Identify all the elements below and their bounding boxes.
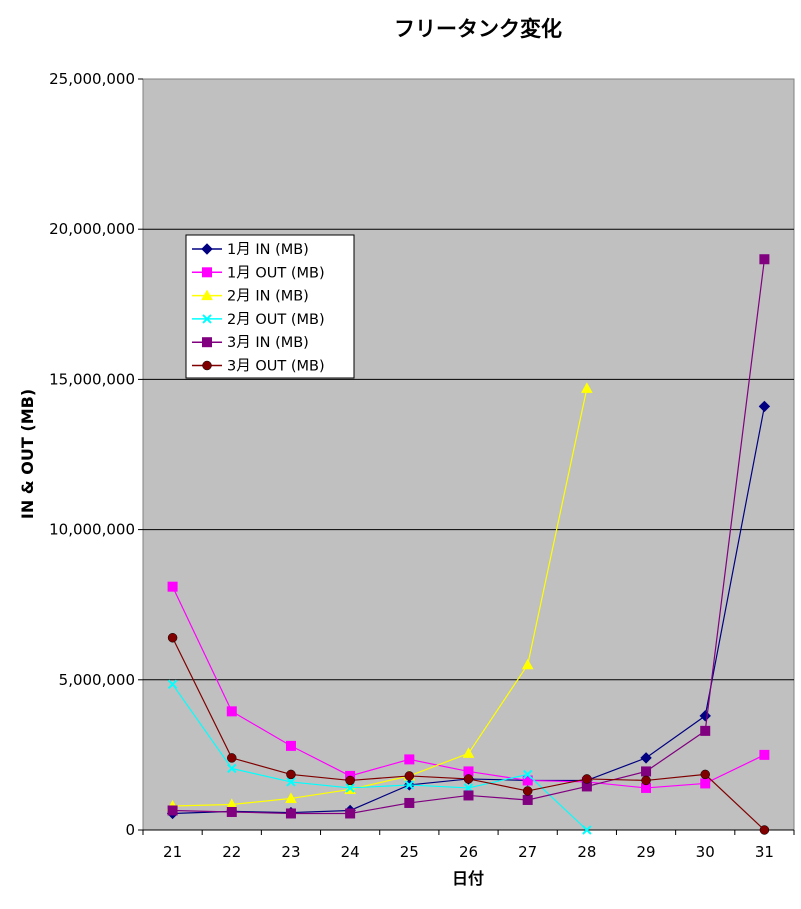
legend-label: 1月 OUT (MB): [227, 265, 325, 281]
legend-label: 1月 IN (MB): [227, 242, 309, 258]
data-point: [641, 775, 651, 786]
legend-marker: [202, 267, 212, 278]
data-point: [581, 382, 593, 393]
data-point: [759, 749, 770, 760]
data-point: [404, 797, 415, 808]
data-point: [227, 763, 237, 774]
y-tick-label: 20,000,000: [49, 220, 135, 238]
data-point: [700, 778, 711, 789]
legend-label: 3月 IN (MB): [227, 335, 309, 351]
legend-marker: [201, 289, 213, 301]
legend-label: 2月 OUT (MB): [227, 312, 325, 328]
y-tick-label: 10,000,000: [49, 521, 135, 539]
series-line: [172, 683, 588, 831]
x-tick-label: 25: [400, 843, 419, 861]
series-line: [172, 388, 588, 807]
x-tick-label: 24: [341, 843, 360, 861]
data-point: [521, 658, 534, 670]
data-point: [640, 752, 652, 764]
data-point: [582, 774, 592, 784]
data-point: [759, 254, 770, 265]
data-point: [522, 775, 533, 786]
data-point: [700, 725, 711, 736]
data-point: [582, 825, 592, 835]
x-tick-label: 23: [281, 843, 300, 861]
data-point: [167, 805, 178, 816]
x-tick-label: 28: [577, 843, 596, 861]
series-4: [167, 679, 592, 835]
data-point: [759, 825, 770, 835]
data-point: [167, 679, 178, 690]
data-point: [286, 769, 296, 780]
data-point: [345, 783, 355, 793]
data-point: [522, 786, 533, 796]
data-point: [758, 400, 771, 413]
data-point: [226, 706, 237, 717]
legend-label: 2月 IN (MB): [227, 289, 309, 305]
y-axis-label: IN & OUT (MB): [18, 389, 37, 519]
data-point: [700, 769, 710, 780]
legend-marker: [202, 314, 212, 324]
x-tick-label: 21: [163, 843, 182, 861]
data-point: [345, 775, 355, 786]
data-point: [227, 753, 237, 763]
data-point: [522, 794, 533, 805]
data-point: [404, 771, 415, 781]
x-tick-label: 22: [222, 843, 241, 861]
data-point: [404, 780, 415, 790]
legend-marker: [202, 360, 212, 371]
x-tick-label: 26: [459, 843, 478, 861]
legend-marker: [201, 243, 213, 255]
data-point: [345, 808, 356, 819]
series-group: [166, 254, 771, 835]
series-5: [167, 254, 770, 819]
x-tick-label: 30: [696, 843, 715, 861]
legend-box: [185, 234, 355, 379]
x-axis-ticks: 21 22 23 24 25 26 27 28 29 30 31: [142, 829, 795, 861]
x-tick-label: 31: [755, 843, 774, 861]
data-point: [226, 806, 237, 817]
y-tick-label: 0: [125, 821, 135, 839]
data-point: [463, 774, 474, 784]
data-point: [286, 777, 296, 787]
data-point: [641, 766, 652, 777]
legend: 1月 IN (MB) 1月 OUT (MB) 2月 IN (MB) 2月 OUT (M…: [185, 234, 355, 379]
y-axis-ticks: 0 5,000,000 10,000,000 15,000,000 20,000,000…: [49, 70, 143, 839]
data-point: [522, 769, 533, 780]
y-tick-label: 15,000,000: [49, 370, 135, 388]
x-tick-label: 29: [636, 843, 655, 861]
data-point: [285, 792, 297, 803]
data-point: [463, 790, 474, 801]
y-tick-label: 25,000,000: [49, 70, 135, 88]
x-tick-label: 27: [518, 843, 537, 861]
data-point: [285, 740, 296, 751]
data-point: [167, 581, 178, 592]
plot-area: [142, 78, 795, 831]
series-6: [167, 632, 770, 835]
data-point: [285, 808, 296, 819]
gridlines: [143, 228, 794, 681]
data-point: [462, 747, 475, 758]
chart-title: フリータンク変化: [394, 17, 562, 41]
x-axis-label: 日付: [452, 869, 484, 888]
legend-label: 3月 OUT (MB): [227, 359, 325, 375]
data-point: [404, 754, 415, 765]
data-point: [167, 632, 178, 643]
legend-marker: [202, 337, 212, 348]
y-tick-label: 5,000,000: [59, 671, 135, 689]
